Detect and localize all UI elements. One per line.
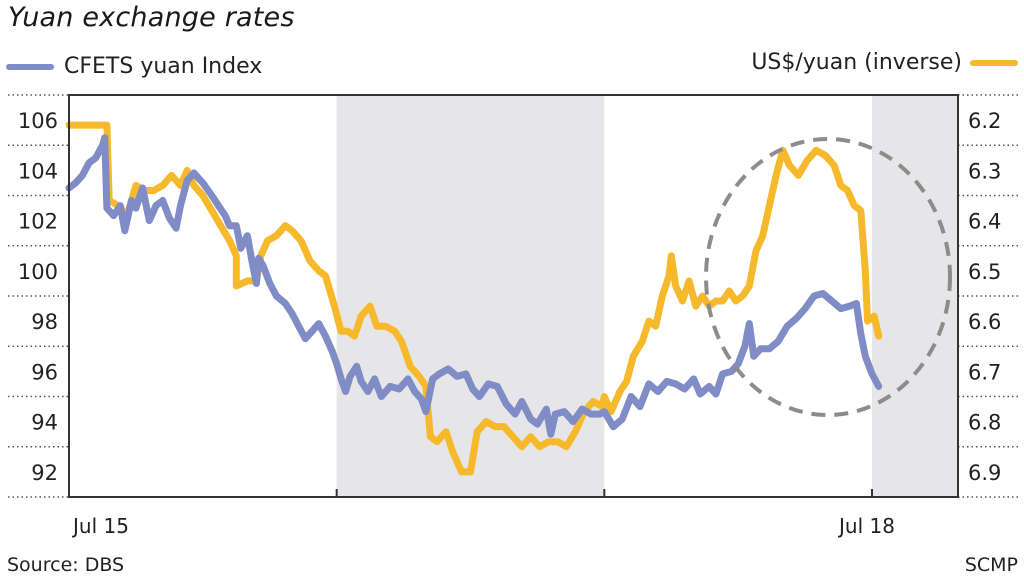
series-usd-line xyxy=(65,121,883,476)
y-right-tick-label: 6.6 xyxy=(968,310,1001,334)
legend-swatch-usd xyxy=(970,59,1018,66)
x-axis-labels: Jul 15 Jul 18 xyxy=(71,514,895,538)
x-tick-label-jul15: Jul 15 xyxy=(71,514,129,538)
y-right-tick-label: 6.2 xyxy=(968,109,1001,133)
y-left-tick-label: 104 xyxy=(18,159,58,183)
y-left-tick-label: 102 xyxy=(18,210,58,234)
shaded-periods xyxy=(336,95,958,497)
annotation-dashed-ellipse xyxy=(704,137,952,417)
y-right-tick-label: 6.5 xyxy=(968,260,1001,284)
shaded-period xyxy=(336,95,605,497)
y-right-tick-label: 6.7 xyxy=(968,360,1001,384)
plot-border xyxy=(68,94,959,498)
y-right-tick-label: 6.3 xyxy=(968,159,1001,183)
y-right-tick-label: 6.4 xyxy=(968,210,1001,234)
legend-label-cfets: CFETS yuan Index xyxy=(64,54,263,79)
credit-note: SCMP xyxy=(964,554,1018,576)
y-right-tick-label: 6.9 xyxy=(968,461,1001,485)
x-tick-label-jul18: Jul 18 xyxy=(837,514,895,538)
y-left-tick-label: 96 xyxy=(31,360,58,384)
legend-cfets: CFETS yuan Index xyxy=(6,54,262,79)
plot-frame xyxy=(68,94,959,498)
y-left-tick-label: 92 xyxy=(31,461,58,485)
y-left-tick-label: 100 xyxy=(18,260,58,284)
chart-title: Yuan exchange rates xyxy=(8,2,295,33)
right-axis-gridlines xyxy=(958,94,1018,498)
y-left-tick-label: 106 xyxy=(18,109,58,133)
legend-usd: US$/yuan (inverse) xyxy=(751,50,1018,75)
source-note: Source: DBS xyxy=(7,554,125,576)
y-left-tick-label: 94 xyxy=(31,411,58,435)
y-left-tick-label: 98 xyxy=(31,310,58,334)
legend-label-usd: US$/yuan (inverse) xyxy=(751,50,962,75)
left-axis-gridlines xyxy=(8,94,69,498)
shaded-period xyxy=(872,95,958,497)
y-right-tick-label: 6.8 xyxy=(968,411,1001,435)
legend-swatch-cfets xyxy=(6,63,54,70)
left-axis-labels: 106 104 102 100 98 96 94 92 xyxy=(18,109,58,485)
right-axis-labels: 6.2 6.3 6.4 6.5 6.6 6.7 6.8 6.9 xyxy=(968,109,1001,485)
